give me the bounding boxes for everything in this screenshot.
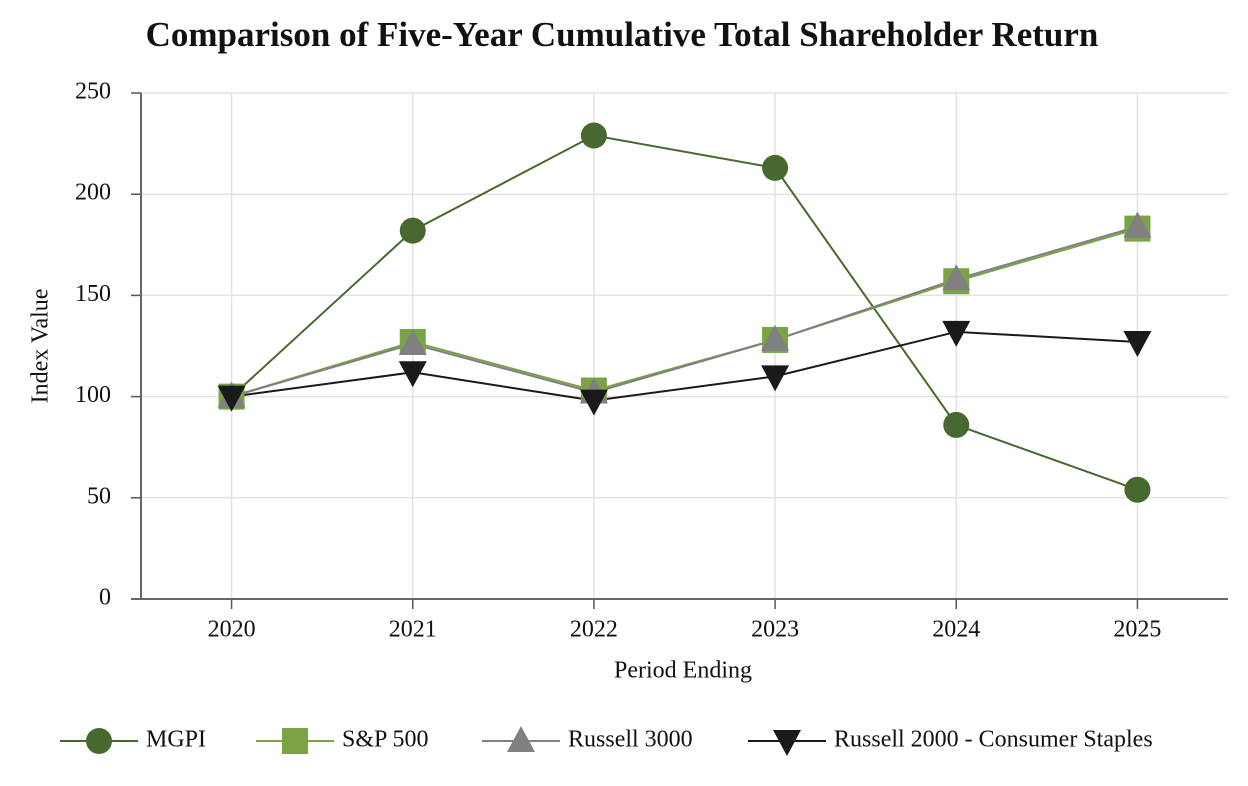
data-point — [579, 389, 608, 416]
y-axis-label: Index Value — [28, 289, 54, 404]
data-point — [1123, 330, 1152, 357]
x-tick-label: 2024 — [932, 617, 980, 643]
y-tick-label: 0 — [99, 585, 111, 611]
y-tick-label: 250 — [75, 79, 111, 105]
data-point — [1123, 211, 1152, 238]
x-tick-label: 2022 — [570, 617, 618, 643]
legend-label: Russell 2000 - Consumer Staples — [834, 727, 1153, 753]
x-tick-label: 2023 — [751, 617, 799, 643]
legend-marker — [282, 728, 308, 754]
y-tick-label: 50 — [87, 483, 111, 509]
chart-title: Comparison of Five-Year Cumulative Total… — [146, 15, 1099, 54]
data-point — [398, 361, 427, 388]
data-point — [942, 264, 971, 291]
data-point — [399, 217, 426, 244]
series-line — [231, 330, 1138, 402]
series-line — [231, 227, 1138, 398]
data-point — [942, 320, 971, 347]
legend-label: S&P 500 — [342, 727, 428, 753]
data-point — [943, 411, 970, 438]
y-tick-label: 150 — [75, 281, 111, 307]
data-point — [762, 154, 789, 181]
legend-label: MGPI — [146, 727, 206, 753]
data-point — [761, 324, 790, 351]
x-tick-label: 2020 — [208, 617, 256, 643]
x-tick-label: 2021 — [389, 617, 437, 643]
data-point — [761, 365, 790, 392]
legend-marker — [507, 726, 535, 752]
y-tick-label: 200 — [75, 180, 111, 206]
series-line — [230, 134, 1138, 491]
legend-label: Russell 3000 — [568, 727, 693, 753]
legend-marker — [86, 728, 112, 754]
y-tick-label: 100 — [75, 382, 111, 408]
x-tick-label: 2025 — [1113, 617, 1161, 643]
data-point — [580, 122, 607, 149]
data-point — [1124, 476, 1151, 503]
data-point — [398, 328, 427, 355]
x-axis-label: Period Ending — [614, 658, 752, 684]
data-point — [217, 385, 246, 412]
legend-marker — [773, 730, 801, 756]
series-line — [231, 225, 1138, 398]
